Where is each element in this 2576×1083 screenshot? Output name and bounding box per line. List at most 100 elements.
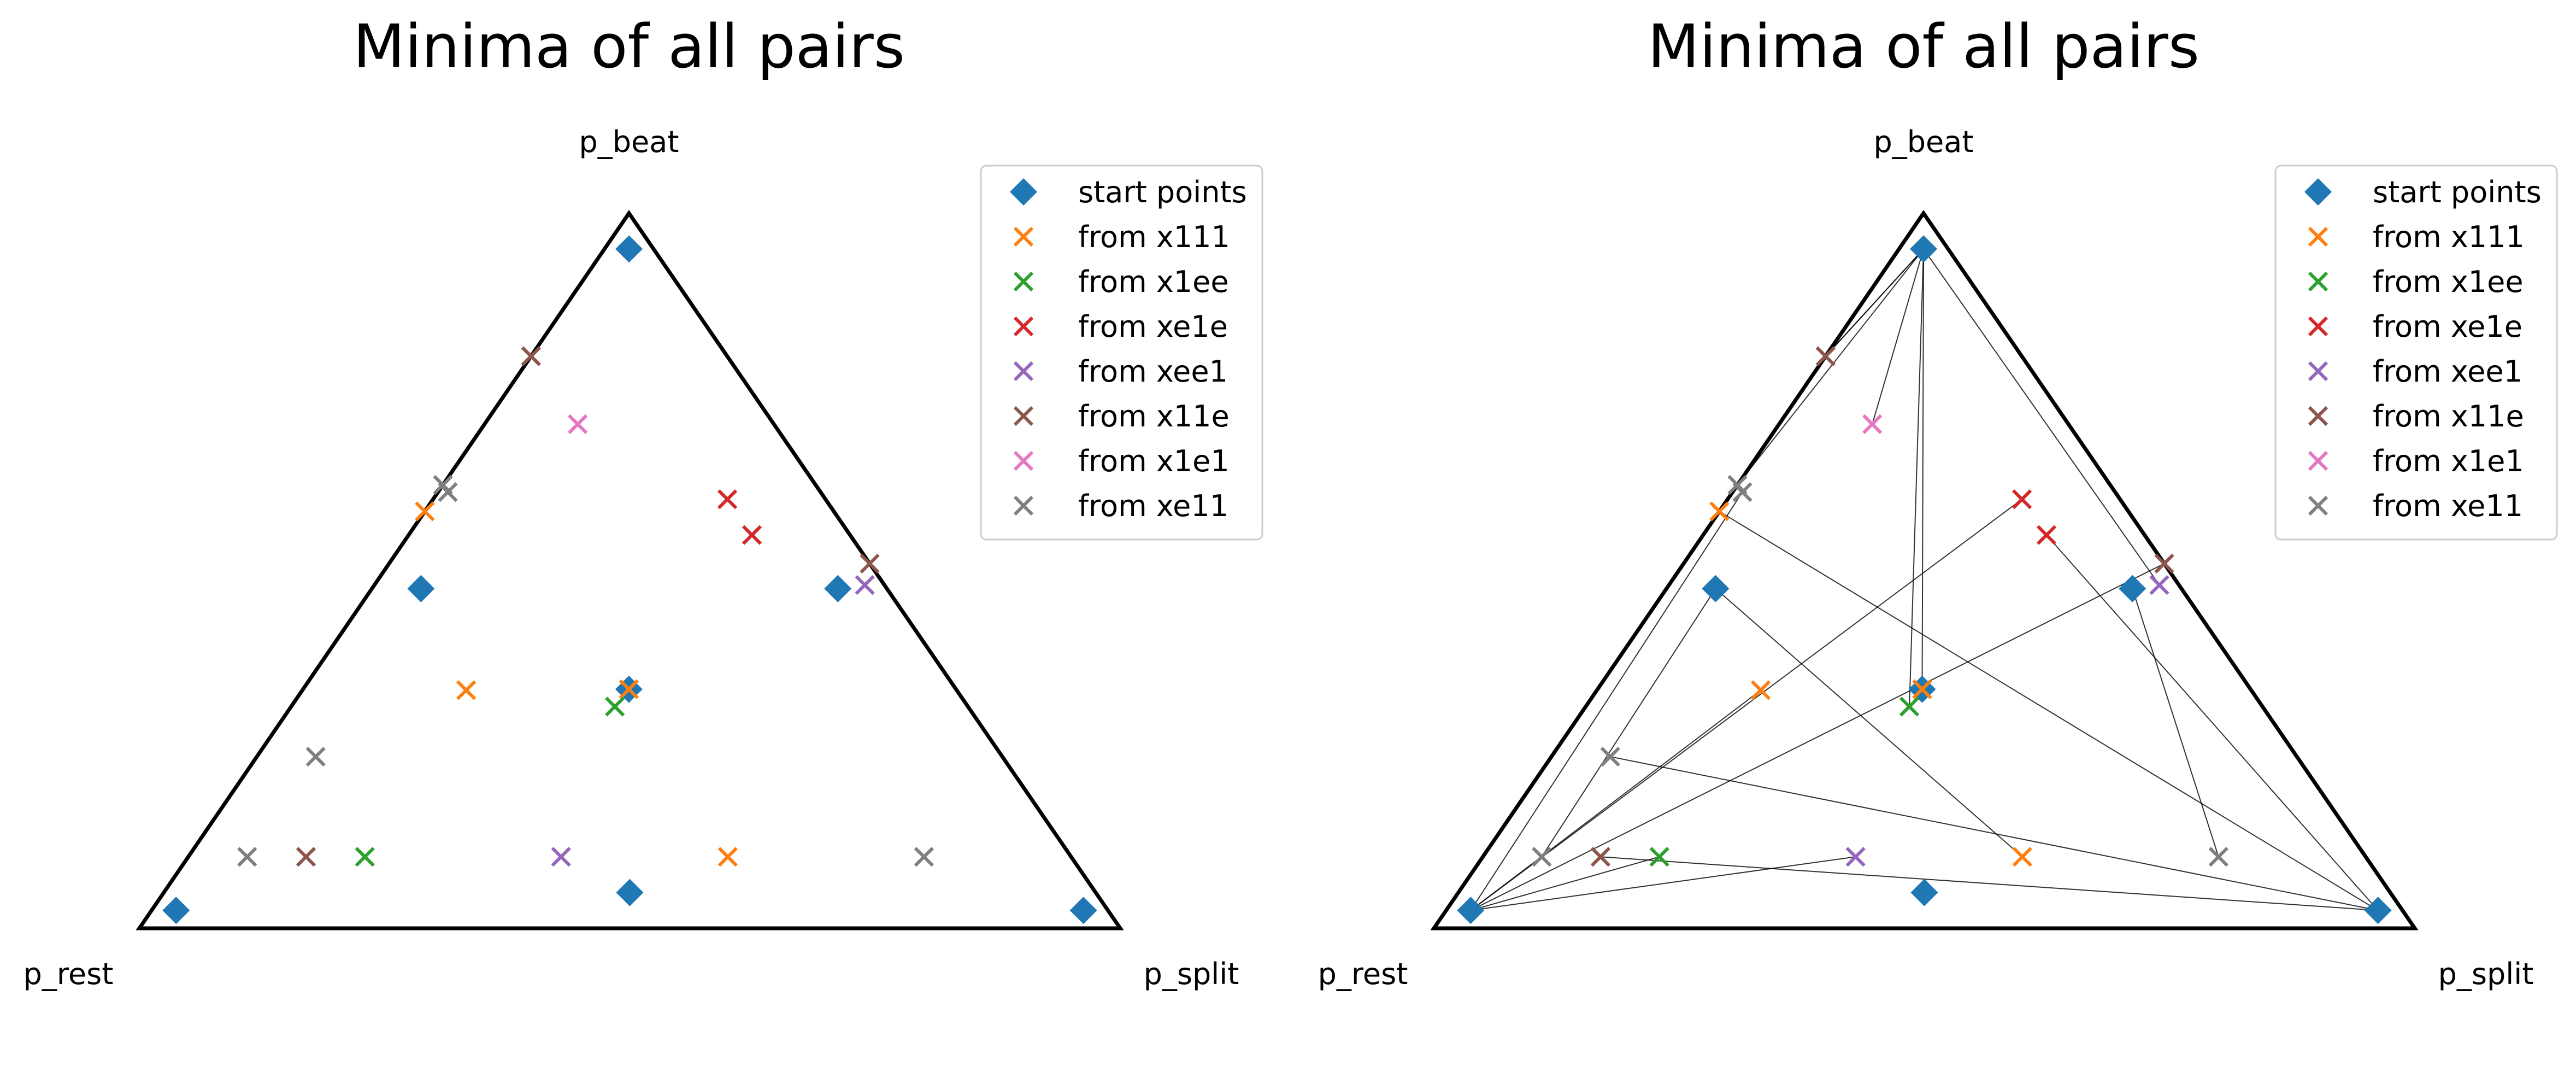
minimum-marker: [1845, 847, 1866, 867]
minimum-marker: [1899, 696, 1920, 717]
vertex-label-right: p_split: [1144, 957, 1239, 991]
legend-frame: [980, 165, 1263, 541]
legend-label: from x1e1: [2373, 444, 2524, 478]
legend-marker: [2308, 361, 2328, 382]
series-5: [1590, 346, 2174, 867]
connection-line: [1719, 511, 2379, 911]
series-1: [1709, 501, 2032, 867]
minimum-marker: [717, 489, 738, 510]
minimum-marker: [2149, 575, 2169, 595]
legend-label: from x1ee: [2373, 265, 2524, 299]
series-2: [355, 696, 625, 867]
minimum-marker: [2012, 847, 2032, 867]
minimum-marker: [914, 847, 934, 867]
legend-marker: [1013, 226, 1034, 247]
series-0: [162, 235, 1097, 924]
connection-line: [1825, 248, 1924, 357]
start-point-marker: [2364, 897, 2392, 924]
connection-line: [1471, 856, 1856, 911]
series-5: [296, 346, 880, 867]
vertex-label-top: p_beat: [1873, 125, 1973, 159]
ternary-panel-right: Minima of all pairs p_beat p_rest p_spli…: [1318, 11, 2558, 991]
legend-label: from x111: [2373, 220, 2525, 254]
legend-marker: [1013, 361, 1034, 382]
series-6: [1862, 414, 1883, 434]
legend-label: from xe1e: [1078, 309, 1228, 344]
minimum-marker: [2154, 553, 2174, 574]
vertex-label-right: p_split: [2438, 957, 2534, 991]
start-point-marker: [2119, 575, 2146, 602]
legend-marker: [2308, 450, 2328, 471]
start-point-marker: [1069, 897, 1097, 924]
ternary-panel-left: Minima of all pairs p_beat p_rest p_spli…: [23, 11, 1263, 991]
connection-line: [1470, 491, 1743, 911]
ternary-triangle: [136, 209, 1124, 930]
legend-label: from x11e: [2373, 399, 2524, 434]
legend-label: from x1e1: [1078, 444, 1230, 478]
legend-marker: [1013, 450, 1034, 471]
minimum-marker: [860, 553, 880, 574]
legend-marker: [2304, 178, 2332, 206]
minimum-marker: [717, 847, 738, 867]
minimum-marker: [855, 575, 875, 595]
legend-label: from x111: [1078, 220, 1230, 254]
minimum-marker: [438, 482, 458, 502]
legend-label: start points: [1078, 175, 1247, 209]
chart-title: Minima of all pairs: [1648, 11, 2199, 81]
legend: start points from x111 from x1ee from xe1e f…: [2274, 165, 2558, 541]
start-point-marker: [824, 575, 852, 602]
minimum-marker: [1532, 847, 1552, 867]
legend-label: start points: [2373, 175, 2542, 209]
legend-marker: [1013, 495, 1034, 516]
minimum-marker: [551, 847, 571, 867]
connection-lines: [1470, 248, 2379, 911]
minimum-marker: [619, 679, 639, 699]
start-point-marker: [407, 575, 435, 602]
ternary-triangle: [1430, 209, 2419, 930]
legend-label: from xee1: [1078, 354, 1228, 389]
series-2: [1649, 696, 1920, 867]
minimum-marker: [2208, 847, 2228, 867]
minimum-marker: [2012, 489, 2032, 510]
minimum-marker: [305, 746, 326, 767]
legend-label: from x11e: [1078, 399, 1230, 434]
minimum-marker: [355, 847, 375, 867]
legend-marker: [2308, 406, 2328, 426]
legend-marker: [1013, 406, 1034, 426]
connection-line: [1737, 248, 1924, 485]
minimum-marker: [521, 346, 541, 366]
series-0: [1457, 235, 2392, 924]
legend-marker: [2308, 226, 2328, 247]
series-6: [568, 414, 588, 434]
legend-marker: [2308, 271, 2328, 292]
minimum-marker: [742, 525, 762, 545]
minimum-marker: [1751, 680, 1771, 700]
legend-marker: [2308, 316, 2328, 337]
connection-line: [1872, 249, 1925, 425]
start-point-marker: [162, 897, 190, 924]
connection-line: [1600, 856, 2378, 911]
minimum-marker: [415, 501, 435, 522]
plot-area: [1430, 209, 2419, 930]
legend-marker: [2308, 495, 2328, 516]
connection-line: [1909, 249, 1925, 707]
minimum-marker: [1912, 679, 1932, 699]
connection-line: [1541, 588, 1716, 857]
legend-label: from xe1e: [2373, 309, 2522, 344]
connection-line: [1610, 756, 2378, 911]
chart-title: Minima of all pairs: [353, 11, 905, 81]
legend-frame: [2274, 165, 2558, 541]
minimum-marker: [296, 847, 316, 867]
connection-line: [2046, 534, 2379, 911]
minimum-marker: [1590, 847, 1611, 867]
connection-line: [1923, 248, 2160, 586]
start-point-marker: [1457, 897, 1485, 924]
minimum-marker: [237, 847, 257, 867]
minimum-marker: [568, 414, 588, 434]
start-point-marker: [1702, 575, 1730, 602]
minimum-marker: [456, 680, 477, 700]
minimum-marker: [1600, 746, 1620, 767]
series-7: [1532, 475, 2228, 867]
connection-line: [1715, 588, 2023, 857]
